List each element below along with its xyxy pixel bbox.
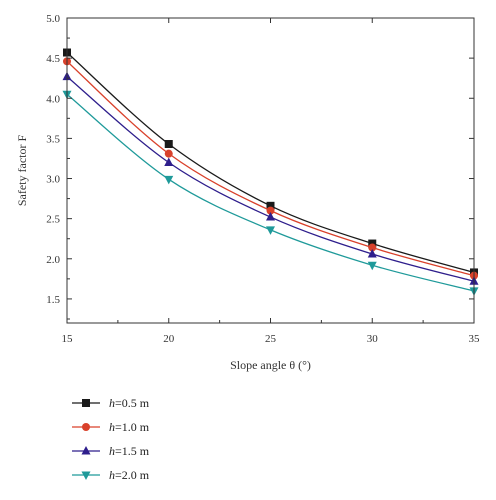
data-point xyxy=(367,248,377,258)
y-tick-label: 3.0 xyxy=(46,174,60,186)
legend-entry-2: h=1.5 m xyxy=(72,444,150,458)
legend-marker xyxy=(81,471,91,480)
data-point xyxy=(164,140,173,149)
data-point xyxy=(164,175,174,185)
legend-label: h=0.5 m xyxy=(109,396,150,410)
series-line xyxy=(66,52,475,274)
x-axis-label: Slope angle θ (°) xyxy=(230,358,311,372)
data-point xyxy=(368,243,377,252)
data-point xyxy=(368,239,377,248)
x-tick-label: 35 xyxy=(469,333,481,345)
x-tick-label: 20 xyxy=(163,333,175,345)
data-point xyxy=(367,261,377,271)
legend-marker xyxy=(81,446,91,455)
series-0 xyxy=(63,48,478,277)
y-tick-label: 5.0 xyxy=(46,13,60,25)
legend-entry-0: h=0.5 m xyxy=(72,396,150,410)
legend-label: h=2.0 m xyxy=(109,468,150,482)
plot-frame xyxy=(66,17,475,324)
series-line xyxy=(66,60,475,277)
axes: 15 20 25 30 35 1.5 2.0 2.5 3.0 3.5 4.0 4.5 5.0 Slope … xyxy=(15,13,480,372)
series-line xyxy=(66,93,475,292)
x-tick-label: 15 xyxy=(62,333,74,345)
series-1 xyxy=(63,57,478,280)
data-point xyxy=(164,149,173,158)
series-line xyxy=(66,76,475,282)
data-point xyxy=(164,157,174,166)
y-tick-label: 2.0 xyxy=(46,254,60,266)
data-point xyxy=(266,212,275,221)
y-tick-label: 2.5 xyxy=(46,214,60,226)
legend-label: h=1.5 m xyxy=(109,444,150,458)
data-point xyxy=(266,226,275,235)
data-point xyxy=(266,206,275,215)
legend-entry-3: h=2.0 m xyxy=(72,468,150,482)
data-point xyxy=(266,201,275,210)
y-tick-label: 4.0 xyxy=(46,93,60,105)
y-tick-label: 3.5 xyxy=(46,133,60,145)
y-tick-label: 4.5 xyxy=(46,53,60,65)
legend-entry-1: h=1.0 m xyxy=(72,420,150,434)
x-tick-label: 25 xyxy=(265,333,277,345)
legend-marker xyxy=(82,423,90,431)
y-axis-label: Safety factor F xyxy=(15,135,29,207)
legend-label: h=1.0 m xyxy=(109,420,150,434)
plot-area xyxy=(62,48,479,296)
legend: h=0.5 m h=1.0 m h=1.5 m h=2.0 m xyxy=(72,396,150,482)
series-2 xyxy=(62,71,479,285)
legend-marker xyxy=(82,399,90,407)
y-tick-label: 1.5 xyxy=(46,294,60,306)
series-3 xyxy=(62,90,479,296)
x-tick-label: 30 xyxy=(367,333,379,345)
